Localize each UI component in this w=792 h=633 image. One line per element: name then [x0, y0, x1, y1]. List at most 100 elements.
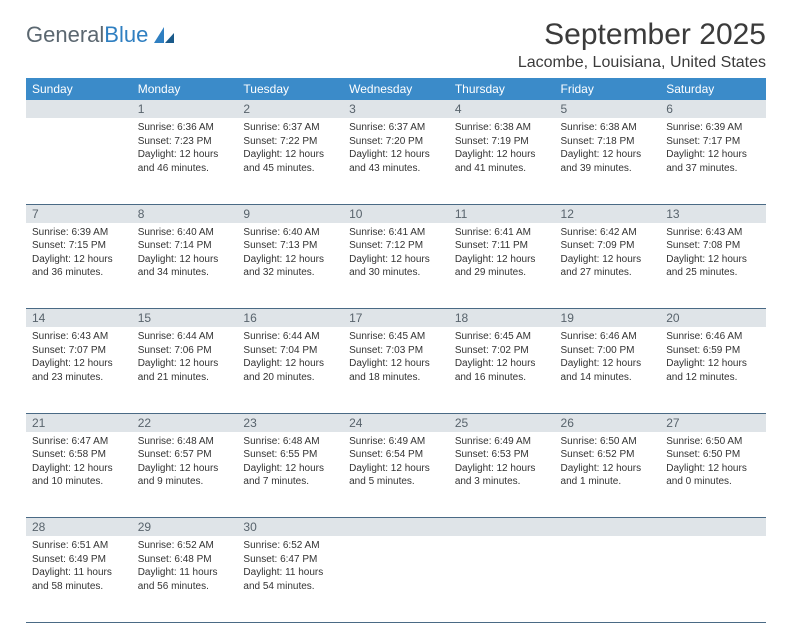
day-cell: Sunrise: 6:40 AMSunset: 7:13 PMDaylight:…	[237, 223, 343, 309]
day-cell: Sunrise: 6:38 AMSunset: 7:18 PMDaylight:…	[555, 118, 661, 204]
sunrise-text: Sunrise: 6:40 AM	[243, 226, 337, 240]
day-cell: Sunrise: 6:50 AMSunset: 6:50 PMDaylight:…	[660, 432, 766, 518]
daylight-text: Daylight: 12 hours and 27 minutes.	[561, 253, 655, 280]
sunset-text: Sunset: 7:06 PM	[138, 344, 232, 358]
daylight-text: Daylight: 12 hours and 23 minutes.	[32, 357, 126, 384]
day-cell: Sunrise: 6:37 AMSunset: 7:20 PMDaylight:…	[343, 118, 449, 204]
page-title: September 2025	[518, 18, 766, 52]
sunset-text: Sunset: 6:57 PM	[138, 448, 232, 462]
day-cell: Sunrise: 6:46 AMSunset: 7:00 PMDaylight:…	[555, 327, 661, 413]
day-number: 12	[555, 204, 661, 223]
week-row: Sunrise: 6:43 AMSunset: 7:07 PMDaylight:…	[26, 327, 766, 413]
sunset-text: Sunset: 6:53 PM	[455, 448, 549, 462]
day-cell: Sunrise: 6:48 AMSunset: 6:55 PMDaylight:…	[237, 432, 343, 518]
sunset-text: Sunset: 7:09 PM	[561, 239, 655, 253]
day-number: 21	[26, 413, 132, 432]
sunset-text: Sunset: 7:07 PM	[32, 344, 126, 358]
day-number: 26	[555, 413, 661, 432]
title-block: September 2025 Lacombe, Louisiana, Unite…	[518, 18, 766, 72]
day-number: 27	[660, 413, 766, 432]
sunrise-text: Sunrise: 6:45 AM	[455, 330, 549, 344]
sunset-text: Sunset: 6:50 PM	[666, 448, 760, 462]
day-cell: Sunrise: 6:46 AMSunset: 6:59 PMDaylight:…	[660, 327, 766, 413]
day-number: 4	[449, 100, 555, 118]
daylight-text: Daylight: 12 hours and 43 minutes.	[349, 148, 443, 175]
day-number	[449, 518, 555, 537]
sunset-text: Sunset: 7:14 PM	[138, 239, 232, 253]
day-cell: Sunrise: 6:39 AMSunset: 7:15 PMDaylight:…	[26, 223, 132, 309]
week-row: Sunrise: 6:36 AMSunset: 7:23 PMDaylight:…	[26, 118, 766, 204]
day-number: 24	[343, 413, 449, 432]
day-number	[660, 518, 766, 537]
daylight-text: Daylight: 12 hours and 14 minutes.	[561, 357, 655, 384]
daynum-row: 78910111213	[26, 204, 766, 223]
day-cell: Sunrise: 6:45 AMSunset: 7:02 PMDaylight:…	[449, 327, 555, 413]
daylight-text: Daylight: 11 hours and 58 minutes.	[32, 566, 126, 593]
sunset-text: Sunset: 7:12 PM	[349, 239, 443, 253]
sunrise-text: Sunrise: 6:39 AM	[666, 121, 760, 135]
day-cell: Sunrise: 6:44 AMSunset: 7:06 PMDaylight:…	[132, 327, 238, 413]
day-number: 13	[660, 204, 766, 223]
day-cell: Sunrise: 6:43 AMSunset: 7:07 PMDaylight:…	[26, 327, 132, 413]
daylight-text: Daylight: 12 hours and 3 minutes.	[455, 462, 549, 489]
daynum-row: 282930	[26, 518, 766, 537]
sunrise-text: Sunrise: 6:38 AM	[561, 121, 655, 135]
day-cell: Sunrise: 6:42 AMSunset: 7:09 PMDaylight:…	[555, 223, 661, 309]
day-number: 16	[237, 309, 343, 328]
sunset-text: Sunset: 7:17 PM	[666, 135, 760, 149]
sunrise-text: Sunrise: 6:49 AM	[455, 435, 549, 449]
day-cell: Sunrise: 6:41 AMSunset: 7:11 PMDaylight:…	[449, 223, 555, 309]
sunrise-text: Sunrise: 6:52 AM	[138, 539, 232, 553]
sunset-text: Sunset: 7:11 PM	[455, 239, 549, 253]
sunrise-text: Sunrise: 6:39 AM	[32, 226, 126, 240]
logo-text-2: Blue	[104, 24, 148, 46]
sunset-text: Sunset: 6:49 PM	[32, 553, 126, 567]
day-number: 15	[132, 309, 238, 328]
day-cell: Sunrise: 6:36 AMSunset: 7:23 PMDaylight:…	[132, 118, 238, 204]
weekday-header: Saturday	[660, 78, 766, 100]
day-number: 29	[132, 518, 238, 537]
day-number: 25	[449, 413, 555, 432]
week-row: Sunrise: 6:47 AMSunset: 6:58 PMDaylight:…	[26, 432, 766, 518]
daylight-text: Daylight: 12 hours and 41 minutes.	[455, 148, 549, 175]
daylight-text: Daylight: 12 hours and 20 minutes.	[243, 357, 337, 384]
sunrise-text: Sunrise: 6:44 AM	[138, 330, 232, 344]
day-cell: Sunrise: 6:50 AMSunset: 6:52 PMDaylight:…	[555, 432, 661, 518]
day-cell: Sunrise: 6:39 AMSunset: 7:17 PMDaylight:…	[660, 118, 766, 204]
daylight-text: Daylight: 12 hours and 21 minutes.	[138, 357, 232, 384]
day-cell: Sunrise: 6:52 AMSunset: 6:48 PMDaylight:…	[132, 536, 238, 622]
sunrise-text: Sunrise: 6:43 AM	[32, 330, 126, 344]
sunset-text: Sunset: 7:03 PM	[349, 344, 443, 358]
day-cell: Sunrise: 6:40 AMSunset: 7:14 PMDaylight:…	[132, 223, 238, 309]
day-number: 19	[555, 309, 661, 328]
day-number: 10	[343, 204, 449, 223]
day-cell	[660, 536, 766, 622]
daylight-text: Daylight: 12 hours and 34 minutes.	[138, 253, 232, 280]
daynum-row: 21222324252627	[26, 413, 766, 432]
page-subtitle: Lacombe, Louisiana, United States	[518, 54, 766, 72]
sunset-text: Sunset: 7:15 PM	[32, 239, 126, 253]
sunrise-text: Sunrise: 6:43 AM	[666, 226, 760, 240]
day-cell: Sunrise: 6:48 AMSunset: 6:57 PMDaylight:…	[132, 432, 238, 518]
day-number: 30	[237, 518, 343, 537]
sunrise-text: Sunrise: 6:38 AM	[455, 121, 549, 135]
week-row: Sunrise: 6:39 AMSunset: 7:15 PM Daylight:…	[26, 223, 766, 309]
daylight-text: Daylight: 12 hours and 30 minutes.	[349, 253, 443, 280]
sunset-text: Sunset: 7:13 PM	[243, 239, 337, 253]
weekday-header: Wednesday	[343, 78, 449, 100]
day-number: 22	[132, 413, 238, 432]
sunrise-text: Sunrise: 6:44 AM	[243, 330, 337, 344]
sunrise-text: Sunrise: 6:45 AM	[349, 330, 443, 344]
day-number	[555, 518, 661, 537]
daylight-text: Daylight: 12 hours and 12 minutes.	[666, 357, 760, 384]
sunset-text: Sunset: 7:20 PM	[349, 135, 443, 149]
daynum-row: 123456	[26, 100, 766, 118]
sunset-text: Sunset: 7:02 PM	[455, 344, 549, 358]
sunrise-text: Sunrise: 6:48 AM	[138, 435, 232, 449]
sunrise-text: Sunrise: 6:40 AM	[138, 226, 232, 240]
day-number: 20	[660, 309, 766, 328]
day-cell	[555, 536, 661, 622]
daylight-text: Daylight: 12 hours and 45 minutes.	[243, 148, 337, 175]
sunrise-text: Sunrise: 6:37 AM	[349, 121, 443, 135]
day-cell: Sunrise: 6:49 AMSunset: 6:54 PMDaylight:…	[343, 432, 449, 518]
